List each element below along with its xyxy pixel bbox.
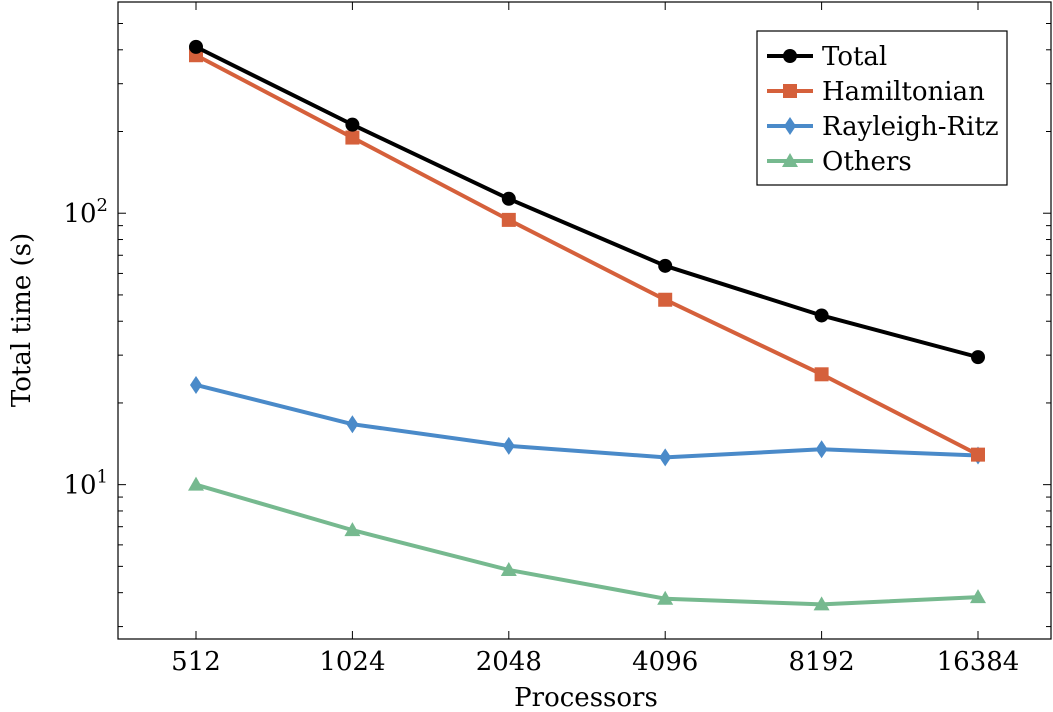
series-line-hamiltonian	[195, 53, 979, 457]
data-point-hamiltonian	[814, 367, 829, 382]
legend-label-total: Total	[822, 42, 887, 72]
data-point-hamiltonian	[971, 447, 985, 462]
y-tick-label: 102	[63, 195, 108, 229]
legend-marker-total	[783, 49, 797, 63]
legend-label-hamiltonian: Hamiltonian	[822, 77, 985, 107]
y-axis-label: Total time (s)	[7, 233, 37, 407]
data-point-rayleigh-ritz	[190, 375, 202, 394]
legend-label-others: Others	[822, 147, 912, 177]
data-point-hamiltonian	[345, 130, 360, 145]
x-axis: 512 1024 2048 4096 8192 16384	[171, 2, 1019, 677]
x-tick-label: 1024	[319, 647, 385, 677]
x-tick-label: 16384	[937, 647, 1020, 677]
series-layer	[188, 39, 986, 611]
data-point-total	[814, 308, 829, 323]
data-point-hamiltonian	[501, 212, 516, 227]
series-rayleigh-ritz	[190, 375, 984, 467]
data-point-others	[344, 522, 361, 537]
x-tick-label: 4096	[632, 647, 698, 677]
x-tick-label: 512	[171, 647, 221, 677]
series-hamiltonian	[189, 48, 985, 462]
data-point-total	[658, 258, 673, 273]
plot-frame	[117, 1, 1052, 640]
x-axis-label: Processors	[514, 683, 658, 712]
legend-label-rayleigh-ritz: Rayleigh-Ritz	[822, 112, 999, 142]
data-point-total	[501, 191, 516, 206]
data-point-total	[345, 117, 360, 132]
x-tick-label: 8192	[789, 647, 855, 677]
data-point-hamiltonian	[658, 292, 673, 307]
data-point-others	[970, 589, 986, 604]
data-point-others	[813, 596, 830, 611]
x-tick-label: 2048	[476, 647, 542, 677]
data-point-rayleigh-ritz	[502, 436, 515, 455]
legend-marker-rayleigh-ritz	[784, 117, 796, 135]
legend-marker-others	[782, 153, 798, 167]
series-line-rayleigh-ritz	[195, 382, 979, 460]
y-tick-label: 101	[63, 467, 108, 501]
y-axis: 101 102	[63, 1, 1051, 628]
data-point-rayleigh-ritz	[815, 440, 828, 459]
series-line-others	[195, 482, 979, 607]
legend-marker-hamiltonian	[783, 84, 797, 98]
data-point-others	[657, 590, 674, 605]
series-total	[189, 39, 985, 365]
series-others	[188, 476, 986, 611]
data-point-others	[500, 561, 517, 576]
data-point-total	[189, 39, 203, 54]
series-line-total	[195, 45, 979, 360]
data-point-rayleigh-ritz	[346, 415, 359, 434]
data-point-rayleigh-ritz	[659, 448, 672, 467]
data-point-total	[971, 350, 985, 365]
legend: Total Hamiltonian Rayleigh-Ritz Others	[756, 30, 1008, 186]
data-point-others	[188, 476, 204, 491]
